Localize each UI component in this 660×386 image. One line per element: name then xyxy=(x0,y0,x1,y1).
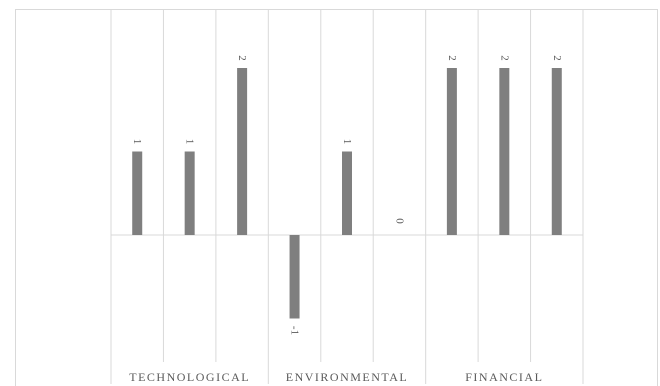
category-group-label: ENVIRONMENTAL xyxy=(286,370,409,384)
data-label: 1 xyxy=(184,139,196,145)
data-label: -1 xyxy=(289,326,301,335)
data-label: 2 xyxy=(236,55,248,61)
bar xyxy=(184,151,195,235)
bar xyxy=(289,235,300,319)
category-group-label: TECHNOLOGICAL xyxy=(129,370,250,384)
data-labels: 1 1 2 -1 1 0 2 2 2 xyxy=(131,55,563,335)
category-group-label: FINANCIAL xyxy=(465,370,543,384)
bar-series xyxy=(132,68,562,319)
bar xyxy=(446,68,457,235)
bar xyxy=(132,151,143,235)
bar xyxy=(237,68,248,235)
data-label: 0 xyxy=(393,218,405,224)
data-label: 2 xyxy=(498,55,510,61)
chart-frame xyxy=(15,9,658,386)
bar xyxy=(551,68,562,235)
bar xyxy=(499,68,510,235)
data-label: 1 xyxy=(341,139,353,145)
data-label: 2 xyxy=(551,55,563,61)
data-label: 1 xyxy=(131,139,143,145)
data-label: 2 xyxy=(446,55,458,61)
category-gridlines xyxy=(110,10,584,384)
bar xyxy=(342,151,352,235)
category-group-labels: TECHNOLOGICAL ENVIRONMENTAL FINANCIAL xyxy=(129,370,543,384)
